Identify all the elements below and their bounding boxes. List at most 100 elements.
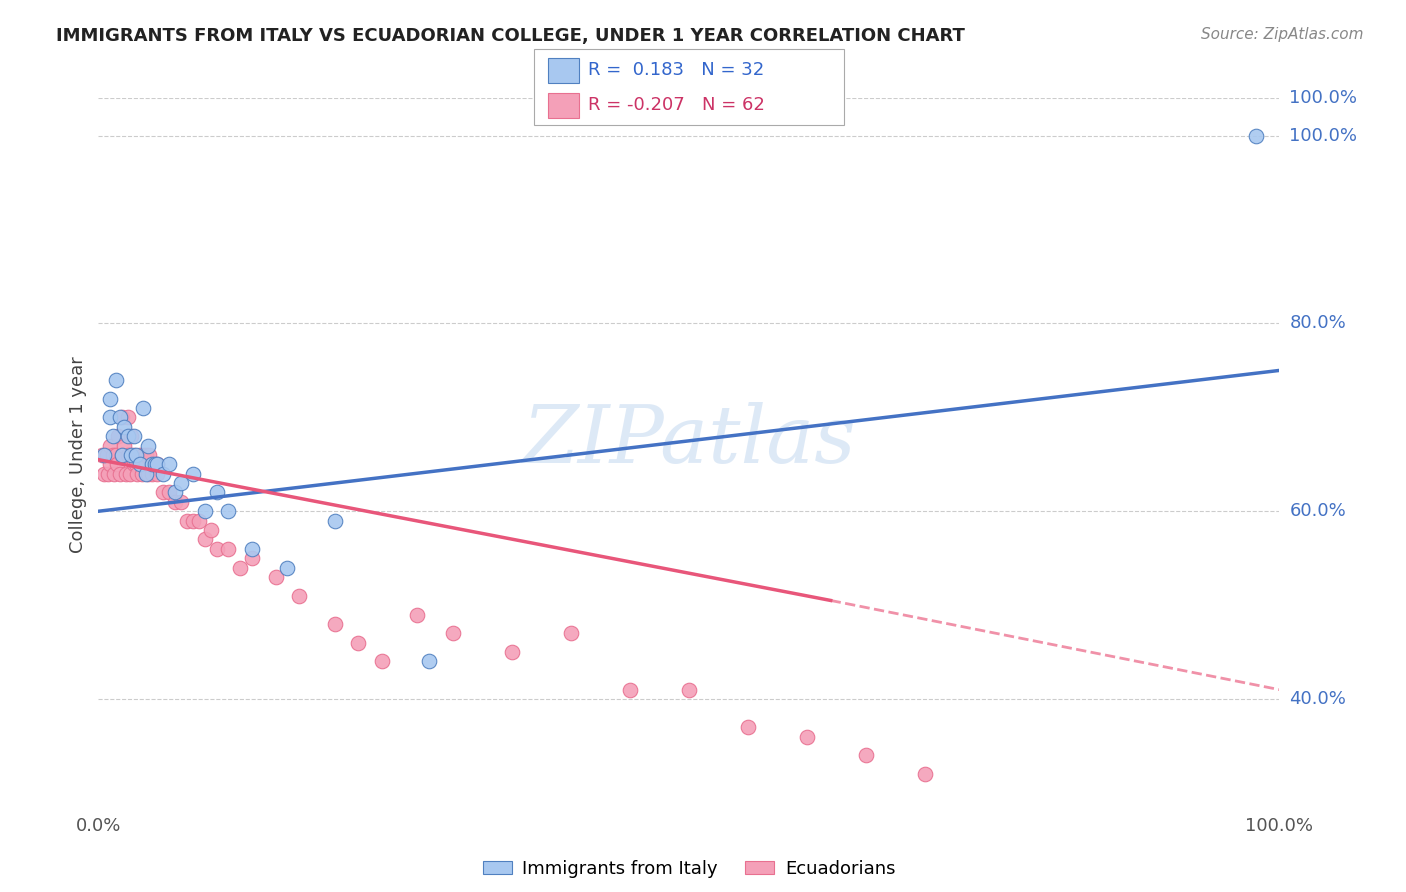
Point	[107, 429, 129, 443]
Point	[406, 607, 429, 622]
Point	[157, 458, 180, 472]
Text: Source: ZipAtlas.com: Source: ZipAtlas.com	[1201, 27, 1364, 42]
Text: 40.0%: 40.0%	[1289, 690, 1346, 708]
Point	[111, 410, 134, 425]
Point	[93, 467, 115, 481]
Point	[112, 419, 135, 434]
Point	[103, 467, 125, 481]
Point	[1244, 128, 1267, 143]
Text: 60.0%: 60.0%	[1289, 502, 1346, 520]
Point	[146, 467, 169, 481]
Point	[170, 495, 193, 509]
Point	[170, 476, 193, 491]
Point	[418, 655, 440, 669]
Point	[122, 429, 145, 443]
Point	[98, 392, 121, 406]
Point	[98, 410, 121, 425]
Point	[619, 682, 641, 697]
Point	[117, 410, 139, 425]
Point	[141, 458, 163, 472]
Point	[108, 410, 131, 425]
Point	[91, 448, 114, 462]
Point	[98, 458, 121, 472]
Point	[240, 541, 263, 556]
Point	[131, 467, 153, 481]
Point	[135, 467, 157, 481]
Point	[141, 467, 163, 481]
Point	[678, 682, 700, 697]
Point	[371, 655, 394, 669]
Point	[125, 448, 148, 462]
Text: 100.0%: 100.0%	[1289, 89, 1357, 107]
Point	[855, 748, 877, 763]
Point	[187, 514, 209, 528]
Text: R = -0.207   N = 62: R = -0.207 N = 62	[588, 96, 765, 114]
Point	[135, 458, 157, 472]
Point	[132, 448, 155, 462]
Point	[101, 448, 124, 462]
Point	[128, 458, 150, 472]
Point	[105, 458, 128, 472]
Point	[194, 533, 217, 547]
Point	[229, 560, 252, 574]
Text: R =  0.183   N = 32: R = 0.183 N = 32	[588, 62, 763, 79]
Point	[136, 438, 159, 452]
Point	[122, 448, 145, 462]
Point	[205, 541, 228, 556]
Point	[127, 467, 149, 481]
Point	[737, 720, 759, 734]
Point	[146, 458, 169, 472]
Text: 80.0%: 80.0%	[1289, 315, 1346, 333]
Text: 100.0%: 100.0%	[1289, 127, 1357, 145]
Point	[98, 438, 121, 452]
Point	[105, 373, 128, 387]
Point	[796, 730, 818, 744]
Point	[146, 458, 169, 472]
Point	[176, 514, 198, 528]
Point	[157, 485, 180, 500]
Point	[560, 626, 582, 640]
Point	[240, 551, 263, 566]
Point	[276, 560, 298, 574]
Point	[93, 448, 115, 462]
Point	[264, 570, 287, 584]
Point	[101, 429, 124, 443]
Point	[323, 616, 346, 631]
Point	[135, 448, 157, 462]
Point	[121, 448, 143, 462]
Point	[165, 495, 187, 509]
Point	[114, 467, 136, 481]
Point	[501, 645, 523, 659]
Point	[117, 448, 139, 462]
Point	[152, 485, 174, 500]
Legend: Immigrants from Italy, Ecuadorians: Immigrants from Italy, Ecuadorians	[475, 853, 903, 885]
Point	[181, 514, 204, 528]
Point	[194, 504, 217, 518]
Point	[914, 767, 936, 781]
Point	[323, 514, 346, 528]
Point	[205, 485, 228, 500]
Point	[441, 626, 464, 640]
Point	[120, 467, 142, 481]
Point	[112, 438, 135, 452]
Point	[347, 636, 370, 650]
Point	[122, 458, 145, 472]
Point	[105, 448, 128, 462]
Text: ZIPatlas: ZIPatlas	[522, 402, 856, 479]
Point	[200, 523, 222, 537]
Point	[128, 448, 150, 462]
Point	[117, 429, 139, 443]
Point	[121, 429, 143, 443]
Point	[288, 589, 311, 603]
Point	[136, 467, 159, 481]
Y-axis label: College, Under 1 year: College, Under 1 year	[69, 357, 87, 553]
Point	[217, 541, 239, 556]
Point	[111, 448, 134, 462]
Point	[152, 467, 174, 481]
Point	[125, 458, 148, 472]
Text: IMMIGRANTS FROM ITALY VS ECUADORIAN COLLEGE, UNDER 1 YEAR CORRELATION CHART: IMMIGRANTS FROM ITALY VS ECUADORIAN COLL…	[56, 27, 965, 45]
Point	[181, 467, 204, 481]
Point	[143, 458, 166, 472]
Point	[96, 448, 118, 462]
Point	[132, 401, 155, 415]
